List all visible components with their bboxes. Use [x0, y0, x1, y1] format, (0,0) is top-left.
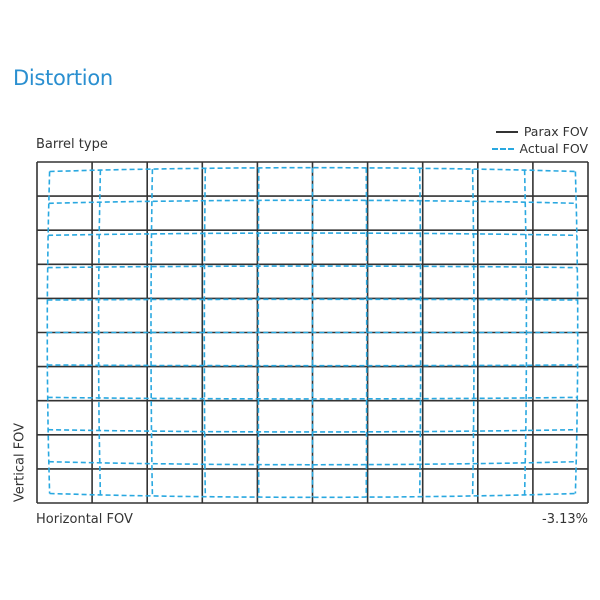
legend: Parax FOV Actual FOV — [491, 123, 589, 157]
actual-horizontal-line — [47, 298, 578, 301]
legend-label: Actual FOV — [519, 141, 589, 156]
actual-horizontal-line — [48, 460, 577, 466]
solid-line-swatch — [495, 130, 518, 133]
legend-label: Parax FOV — [523, 124, 588, 139]
distortion-type-label: Barrel type — [36, 137, 108, 152]
page-title: Distortion — [13, 66, 113, 90]
legend-item-parax: Parax FOV — [492, 123, 588, 140]
actual-horizontal-line — [47, 265, 578, 269]
vertical-fov-label: Vertical FOV — [12, 422, 28, 503]
actual-horizontal-line — [48, 232, 577, 237]
actual-vertical-line — [523, 170, 528, 495]
actual-horizontal-line — [49, 166, 576, 173]
horizontal-fov-label: Horizontal FOV — [36, 512, 133, 527]
actual-vertical-line — [150, 169, 154, 496]
distortion-value: -3.13% — [542, 512, 588, 527]
actual-horizontal-line — [48, 428, 577, 433]
actual-horizontal-line — [48, 199, 577, 205]
dashed-line-swatch — [491, 147, 514, 150]
actual-horizontal-line — [49, 492, 576, 499]
actual-horizontal-line — [47, 396, 578, 400]
legend-item-actual: Actual FOV — [491, 140, 589, 157]
actual-vertical-line — [203, 168, 207, 497]
actual-vertical-line — [418, 168, 422, 497]
actual-horizontal-line — [47, 364, 578, 367]
